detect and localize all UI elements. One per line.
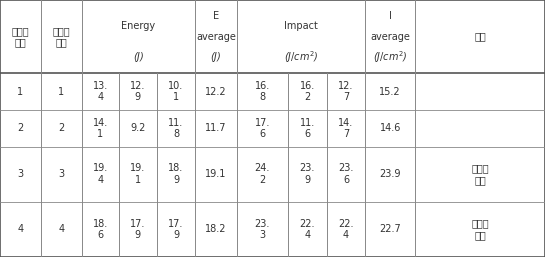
Text: 23.
9: 23. 9 [300,163,315,185]
Text: 12.
9: 12. 9 [130,81,146,103]
Text: 목표치
달성: 목표치 달성 [471,218,489,240]
Text: 22.7: 22.7 [379,224,401,234]
Text: 9.2: 9.2 [130,123,146,133]
Text: Energy: Energy [122,21,155,31]
Text: 10.
1: 10. 1 [168,81,184,103]
Text: average: average [370,32,410,42]
Text: 14.
7: 14. 7 [338,117,354,139]
Text: 3: 3 [58,169,64,179]
Text: 16.
8: 16. 8 [255,81,270,103]
Text: 16.
2: 16. 2 [300,81,315,103]
Text: 19.
1: 19. 1 [130,163,146,185]
Text: 1: 1 [17,87,23,97]
Text: 17.
6: 17. 6 [255,117,270,139]
Text: 4: 4 [17,224,23,234]
Text: E: E [213,11,219,21]
Text: 18.
6: 18. 6 [93,218,108,240]
Text: Impact: Impact [284,21,318,31]
Text: 11.
6: 11. 6 [300,117,315,139]
Text: 23.
3: 23. 3 [255,218,270,240]
Text: 23.9: 23.9 [379,169,401,179]
Text: 12.
7: 12. 7 [338,81,354,103]
Text: I: I [389,11,392,21]
Text: 22.
4: 22. 4 [338,218,354,240]
Text: 17.
9: 17. 9 [130,218,146,240]
Text: ($J$): ($J$) [132,50,144,64]
Text: 2: 2 [58,123,64,133]
Text: 19.
4: 19. 4 [93,163,108,185]
Text: 22.
4: 22. 4 [300,218,315,240]
Text: 23.
6: 23. 6 [338,163,354,185]
Text: 17.
9: 17. 9 [168,218,184,240]
Text: 19.1: 19.1 [205,169,227,179]
Text: 15.2: 15.2 [379,87,401,97]
Text: 11.7: 11.7 [205,123,227,133]
Text: 11.
8: 11. 8 [168,117,184,139]
Text: ($J/cm^2$): ($J/cm^2$) [373,49,408,65]
Text: 1: 1 [58,87,64,97]
Text: 13.
4: 13. 4 [93,81,108,103]
Text: 18.
9: 18. 9 [168,163,184,185]
Text: 14.6: 14.6 [379,123,401,133]
Text: 2: 2 [17,123,23,133]
Text: 12.2: 12.2 [205,87,227,97]
Text: 비고: 비고 [474,32,486,42]
Text: 4: 4 [58,224,64,234]
Text: 18.2: 18.2 [205,224,227,234]
Text: 3: 3 [17,169,23,179]
Text: 24.
2: 24. 2 [255,163,270,185]
Text: 열처리
조건: 열처리 조건 [52,26,70,48]
Text: ($J/cm^2$): ($J/cm^2$) [284,49,318,65]
Text: 시험편
번호: 시험편 번호 [11,26,29,48]
Text: 목표치
달성: 목표치 달성 [471,163,489,185]
Text: 14.
1: 14. 1 [93,117,108,139]
Text: average: average [196,32,236,42]
Text: ($J$): ($J$) [210,50,222,64]
